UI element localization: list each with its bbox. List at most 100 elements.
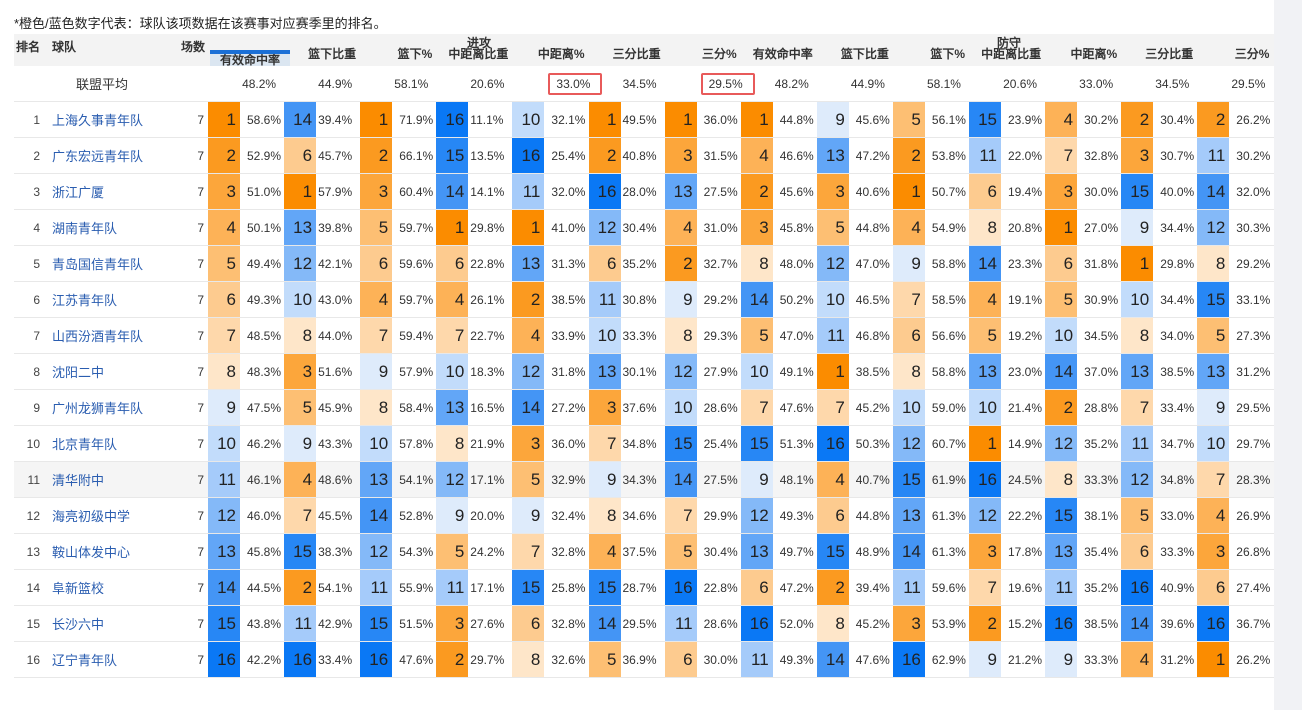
stat-rank-badge: 10 — [208, 426, 240, 461]
stat-rank-badge: 4 — [740, 138, 773, 173]
header-col-3[interactable]: 中距离比重 — [448, 47, 509, 61]
stat-rank-badge: 15 — [436, 138, 469, 173]
stat-rank-badge: 2 — [1197, 102, 1230, 137]
stat-rank-badge: 5 — [1197, 318, 1230, 353]
stat-rank-badge: 13 — [892, 498, 925, 533]
header-games[interactable]: 场数 — [181, 40, 206, 54]
stat-value: 60.7% — [931, 436, 966, 451]
header-col-8[interactable]: 篮下比重 — [840, 47, 889, 61]
header-col-0[interactable]: 有效命中率 — [210, 50, 290, 66]
stat-rank-badge: 7 — [284, 498, 317, 533]
team-link[interactable]: 上海久事青年队 — [52, 113, 144, 128]
table-row: 11 清华附中 7 11 46.1% 4 48.6% 13 54.1% 12 17.1% 5 32.9%… — [14, 462, 1274, 498]
team-link[interactable]: 广东宏远青年队 — [52, 149, 144, 164]
stat-value: 34.4% — [1160, 220, 1195, 235]
games-played: 7 — [197, 616, 204, 631]
stat-value: 29.2% — [703, 292, 738, 307]
team-link[interactable]: 阜新篮校 — [52, 581, 105, 596]
stat-rank-badge: 16 — [740, 606, 773, 641]
stat-rank-badge: 12 — [892, 426, 925, 461]
stat-rank-badge: 11 — [512, 174, 545, 209]
stat-rank-badge: 5 — [512, 462, 545, 497]
header-col-13[interactable]: 三分% — [1234, 47, 1270, 61]
stat-rank-badge: 2 — [1121, 102, 1154, 137]
team-link[interactable]: 江苏青年队 — [52, 293, 118, 308]
stat-value: 48.5% — [247, 328, 282, 343]
header-col-11[interactable]: 中距离% — [1070, 47, 1118, 61]
team-link[interactable]: 辽宁青年队 — [52, 653, 118, 668]
team-link[interactable]: 广州龙狮青年队 — [52, 401, 144, 416]
stat-value: 45.2% — [855, 616, 890, 631]
stat-rank-badge: 1 — [1197, 642, 1230, 677]
team-link[interactable]: 长沙六中 — [52, 617, 105, 632]
header-col-4[interactable]: 中距离% — [537, 47, 585, 61]
stat-value: 22.8% — [470, 256, 505, 271]
stat-value: 31.5% — [703, 148, 738, 163]
stat-value: 48.6% — [318, 472, 353, 487]
team-link[interactable]: 山西汾酒青年队 — [52, 329, 144, 344]
games-played: 7 — [197, 508, 204, 523]
stat-value: 32.9% — [551, 472, 586, 487]
stat-value: 50.7% — [931, 184, 966, 199]
stat-rank-badge: 9 — [816, 102, 849, 137]
header-col-6[interactable]: 三分% — [702, 47, 737, 61]
stat-rank-badge: 11 — [1121, 426, 1154, 461]
header-col-10[interactable]: 中距离比重 — [981, 47, 1042, 61]
team-rank: 15 — [26, 616, 40, 631]
stat-rank-badge: 16 — [512, 138, 545, 173]
stat-value: 24.2% — [470, 544, 505, 559]
header-col-12[interactable]: 三分比重 — [1145, 47, 1194, 61]
header-col-1[interactable]: 篮下比重 — [308, 47, 357, 61]
header-group-offense: 进攻 — [467, 36, 492, 50]
stat-value: 43.3% — [318, 436, 353, 451]
stat-value: 42.1% — [318, 256, 353, 271]
header-rank[interactable]: 排名 — [16, 40, 41, 54]
stat-rank-badge: 13 — [1121, 354, 1154, 389]
legend-note: *橙色/蓝色数字代表：球队该项数据在该赛事对应赛季里的排名。 — [14, 16, 387, 31]
stat-rank-badge: 3 — [588, 390, 621, 425]
header-team[interactable]: 球队 — [52, 40, 77, 54]
stat-value: 50.2% — [779, 292, 814, 307]
team-link[interactable]: 北京青年队 — [52, 437, 118, 452]
team-link[interactable]: 浙江广厦 — [52, 185, 105, 200]
stat-rank-badge: 16 — [208, 642, 240, 677]
league-avg-value: 44.9% — [850, 76, 885, 91]
team-rank: 4 — [33, 220, 40, 235]
stat-rank-badge: 14 — [512, 390, 545, 425]
stat-rank-badge: 10 — [360, 426, 393, 461]
team-link[interactable]: 湖南青年队 — [52, 221, 118, 236]
stat-value: 24.5% — [1008, 472, 1043, 487]
stat-rank-badge: 5 — [360, 210, 393, 245]
team-link[interactable]: 清华附中 — [52, 473, 105, 488]
stat-value: 54.1% — [399, 472, 434, 487]
stat-value: 61.3% — [931, 508, 966, 523]
header-col-7[interactable]: 有效命中率 — [752, 47, 813, 61]
stat-rank-badge: 10 — [740, 354, 773, 389]
stat-rank-badge: 16 — [284, 642, 317, 677]
stat-rank-badge: 14 — [816, 642, 849, 677]
stat-value: 22.8% — [703, 580, 738, 595]
stat-value: 30.4% — [703, 544, 738, 559]
team-rank: 12 — [26, 508, 40, 523]
team-link[interactable]: 沈阳二中 — [52, 365, 105, 380]
stat-rank-badge: 3 — [969, 534, 1001, 569]
stat-rank-badge: 16 — [1121, 570, 1154, 605]
stat-rank-badge: 12 — [969, 498, 1001, 533]
header-col-5[interactable]: 三分比重 — [612, 47, 661, 61]
header-col-9[interactable]: 篮下% — [930, 47, 965, 61]
stat-value: 34.0% — [1160, 328, 1195, 343]
team-link[interactable]: 鞍山体发中心 — [52, 545, 131, 560]
stat-value: 17.1% — [470, 580, 505, 595]
stat-value: 49.7% — [779, 544, 814, 559]
stat-value: 30.2% — [1084, 112, 1119, 127]
stat-rank-badge: 8 — [208, 354, 240, 389]
stat-value: 51.6% — [318, 364, 353, 379]
header-col-2[interactable]: 篮下% — [397, 47, 433, 61]
games-played: 7 — [197, 364, 204, 379]
stat-rank-badge: 7 — [1045, 138, 1078, 173]
team-link[interactable]: 海亮初级中学 — [52, 509, 131, 524]
team-link[interactable]: 青岛国信青年队 — [52, 257, 144, 272]
stat-rank-badge: 4 — [588, 534, 621, 569]
stat-value: 40.9% — [1160, 580, 1195, 595]
stat-rank-badge: 13 — [208, 534, 240, 569]
